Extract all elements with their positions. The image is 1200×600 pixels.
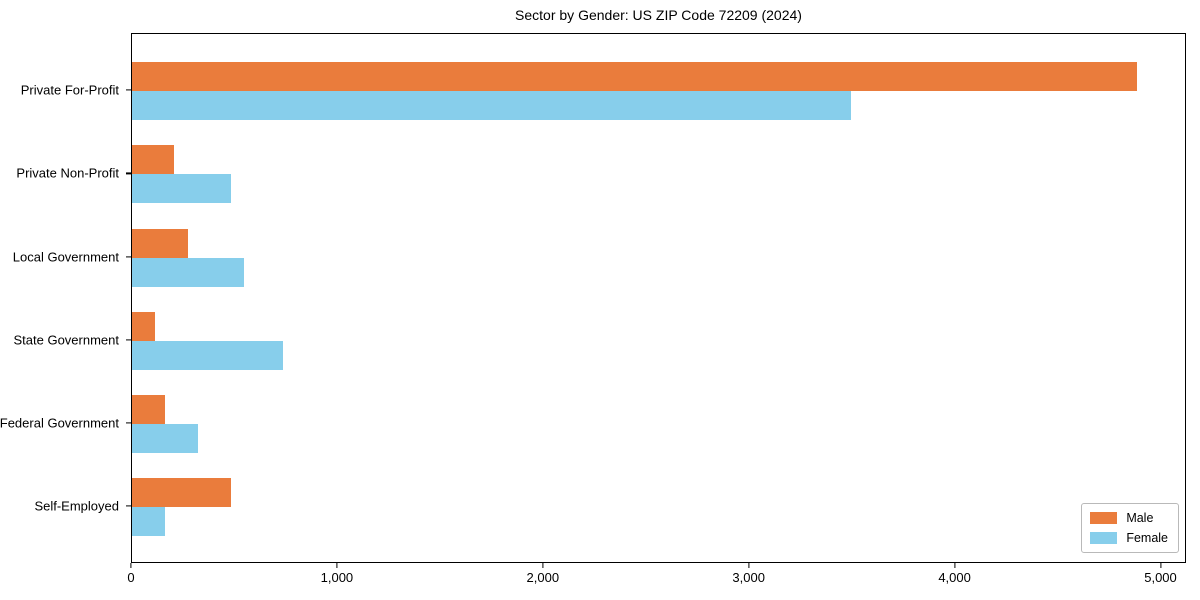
xtick-label-4000: 4,000	[938, 570, 971, 585]
bar-female-local-government	[132, 257, 245, 287]
xtick-label-1000: 1,000	[320, 570, 354, 585]
bar-female-private-non-profit	[132, 174, 231, 204]
ytick-label-private-non-profit: Private Non-Profit	[16, 165, 119, 181]
xtick-mark	[130, 563, 132, 568]
xtick-label-5000: 5,000	[1144, 570, 1177, 585]
legend-label-female: Female	[1126, 531, 1168, 545]
legend-item-female: Female	[1090, 531, 1168, 545]
xtick-label-2000: 2,000	[526, 570, 560, 585]
ytick-mark	[126, 172, 131, 174]
legend-swatch-male	[1090, 512, 1118, 524]
xtick-label-0: 0	[127, 570, 135, 585]
bar-male-local-government	[132, 228, 188, 258]
bar-male-private-for-profit	[132, 62, 1137, 92]
ytick-mark	[126, 255, 131, 258]
ytick-label-local-government: Local Government	[12, 249, 119, 264]
ytick-mark	[126, 505, 131, 507]
xtick-mark	[542, 563, 544, 568]
ytick-label-state-government: State Government	[13, 332, 120, 347]
xtick-mark	[748, 563, 750, 568]
ytick-label-self-employed: Self-Employed	[34, 498, 119, 514]
bar-male-private-non-profit	[132, 145, 175, 175]
bar-male-federal-government	[132, 394, 165, 424]
ytick-label-federal-government: Federal Government	[0, 415, 119, 431]
legend-label-male: Male	[1126, 511, 1154, 525]
legend-swatch-female	[1090, 532, 1118, 544]
ytick-mark	[126, 338, 131, 341]
plot-area: Male Female	[131, 33, 1186, 563]
xtick-mark	[954, 563, 956, 568]
bar-female-state-government	[132, 340, 284, 370]
chart-title: Sector by Gender: US ZIP Code 72209 (202…	[515, 7, 802, 23]
bar-female-self-employed	[132, 506, 165, 536]
bar-female-federal-government	[132, 423, 198, 453]
ytick-mark	[126, 89, 131, 91]
bar-male-self-employed	[132, 477, 231, 507]
ytick-label-private-for-profit: Private For-Profit	[20, 82, 119, 98]
xtick-mark	[336, 563, 338, 568]
ytick-mark	[126, 422, 131, 424]
bar-male-state-government	[132, 311, 155, 341]
legend-item-male: Male	[1090, 511, 1168, 525]
legend: Male Female	[1081, 503, 1179, 553]
bar-female-private-for-profit	[132, 91, 851, 121]
xtick-label-3000: 3,000	[732, 570, 765, 585]
xtick-mark	[1159, 563, 1162, 568]
